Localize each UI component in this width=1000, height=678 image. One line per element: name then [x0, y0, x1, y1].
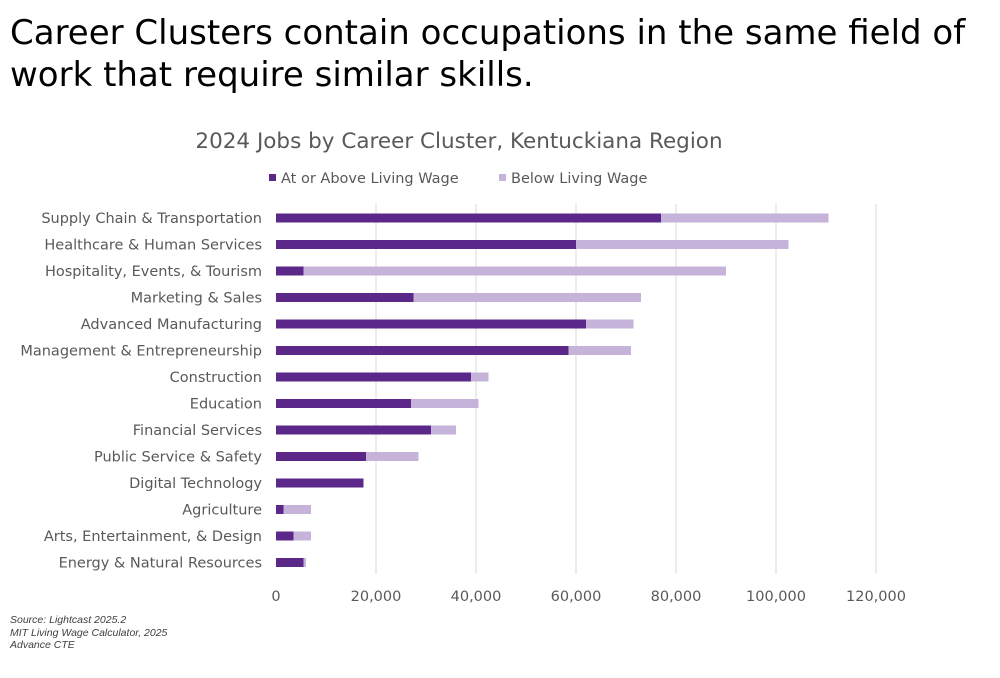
category-label: Advanced Manufacturing — [81, 317, 262, 333]
x-tick-label: 20,000 — [351, 589, 402, 605]
x-tick-label: 40,000 — [451, 589, 502, 605]
bar-above-living-wage — [276, 452, 366, 461]
category-label: Education — [190, 397, 262, 413]
category-label: Energy & Natural Resources — [59, 556, 262, 572]
source-notes: Source: Lightcast 2025.2 MIT Living Wage… — [10, 614, 167, 652]
bar-above-living-wage — [276, 531, 294, 541]
category-label: Public Service & Safety — [94, 450, 262, 466]
category-label: Marketing & Sales — [131, 291, 262, 307]
bar-below-living-wage — [568, 346, 631, 355]
bar-above-living-wage — [276, 399, 411, 408]
source-line: Advance CTE — [10, 639, 75, 651]
source-line: Source: Lightcast 2025.2 — [10, 614, 127, 626]
category-label: Healthcare & Human Services — [44, 238, 262, 254]
bar-below-living-wage — [661, 213, 829, 223]
bars — [276, 213, 829, 567]
legend-label-above: At or Above Living Wage — [281, 171, 459, 187]
source-line: MIT Living Wage Calculator, 2025 — [10, 626, 168, 639]
category-label: Digital Technology — [129, 476, 262, 492]
bar-above-living-wage — [276, 425, 431, 435]
bar-above-living-wage — [276, 372, 471, 382]
bar-above-living-wage — [276, 478, 364, 488]
bar-above-living-wage — [276, 213, 661, 223]
bar-below-living-wage — [293, 531, 311, 541]
bar-below-living-wage — [283, 505, 311, 514]
bar-below-living-wage — [303, 266, 726, 276]
bar-below-living-wage — [576, 240, 789, 249]
slide-headline: Career Clusters contain occupations in t… — [10, 13, 966, 95]
legend-swatch-above — [269, 174, 276, 181]
x-tick-label: 100,000 — [746, 589, 806, 605]
stacked-bar-chart: 2024 Jobs by Career Cluster, Kentuckiana… — [20, 129, 906, 605]
category-labels: Supply Chain & Transportation Healthcare … — [20, 211, 262, 572]
x-axis-tick-labels: 0 20,000 40,000 60,000 80,000 100,000 120,000 — [271, 589, 906, 605]
x-tick-label: 60,000 — [551, 589, 602, 605]
bar-above-living-wage — [276, 346, 569, 355]
category-label: Agriculture — [182, 503, 262, 519]
category-label: Arts, Entertainment, & Design — [44, 529, 262, 545]
x-tick-label: 120,000 — [846, 589, 906, 605]
category-label: Financial Services — [133, 423, 262, 439]
bar-below-living-wage — [366, 452, 419, 461]
bar-above-living-wage — [276, 266, 304, 276]
legend-label-below: Below Living Wage — [511, 171, 647, 187]
bar-below-living-wage — [471, 372, 489, 382]
bar-above-living-wage — [276, 558, 304, 567]
category-label: Construction — [170, 370, 262, 386]
bar-below-living-wage — [586, 319, 634, 329]
bar-below-living-wage — [413, 293, 641, 302]
category-label: Management & Entrepreneurship — [20, 344, 262, 360]
bar-above-living-wage — [276, 319, 586, 329]
bar-above-living-wage — [276, 240, 576, 249]
category-label: Hospitality, Events, & Tourism — [45, 264, 262, 280]
x-tick-label: 0 — [271, 589, 280, 605]
legend-swatch-below — [499, 174, 506, 181]
bar-below-living-wage — [411, 399, 479, 408]
chart-legend: At or Above Living Wage Below Living Wag… — [269, 171, 647, 187]
bar-below-living-wage — [303, 558, 306, 567]
x-tick-label: 80,000 — [651, 589, 702, 605]
chart-title: 2024 Jobs by Career Cluster, Kentuckiana… — [195, 129, 722, 154]
gridlines — [375, 204, 877, 574]
bar-above-living-wage — [276, 293, 414, 302]
bar-below-living-wage — [431, 425, 456, 435]
category-label: Supply Chain & Transportation — [41, 211, 262, 227]
bar-above-living-wage — [276, 505, 284, 514]
